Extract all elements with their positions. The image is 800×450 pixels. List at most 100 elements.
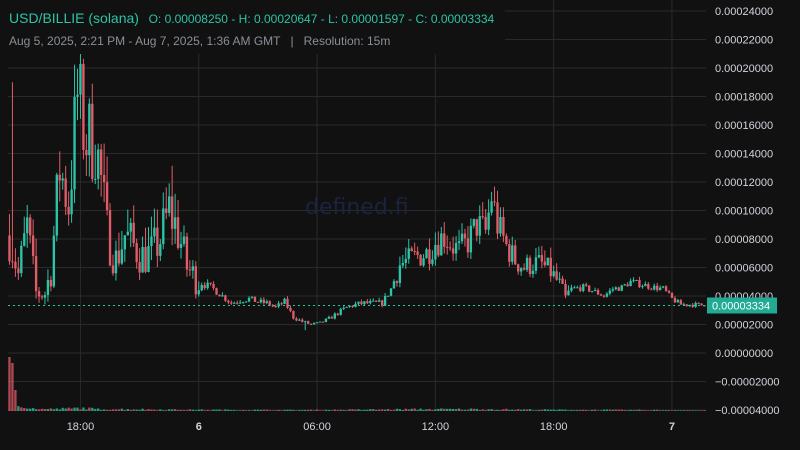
volume-bar [484,410,487,411]
volume-bar [336,410,339,411]
volume-bar [611,409,615,411]
time-tick-label: 18:00 [540,421,568,433]
candle-body [88,103,91,156]
candle-body [283,298,286,304]
candle-body [460,233,464,242]
candles[interactable] [8,41,706,331]
volume-bar [389,410,393,411]
candle-body [354,303,357,307]
volume-bar [372,409,375,411]
volume-bar [540,409,544,411]
volume-bar [200,409,203,411]
volume-bar [64,408,67,411]
volume-bar [46,409,50,411]
volume-bar [383,409,387,411]
volume-bar [123,410,127,411]
volume-bar [434,409,437,411]
price-tick-label: 0.00010000 [715,206,773,218]
volume-bar [422,409,425,411]
candle-body [61,178,64,181]
volume-bar [653,409,656,411]
volume-bar [241,409,245,411]
candle-body [517,264,520,272]
candle-body [123,235,127,250]
candle-body [576,287,579,289]
candle-body [626,284,629,287]
volume-bar [23,408,26,411]
volume-bar [191,409,195,411]
candle-body [593,290,597,292]
candle-body [537,255,541,258]
candle-body [188,269,192,271]
candle-body [446,246,449,248]
candle-body [694,302,697,307]
candle-body [670,292,674,298]
candle-body [519,268,523,272]
volume-bar [593,409,597,411]
price-tick-label: 0.00000000 [715,348,773,360]
volume-bar [197,409,200,411]
volume-bar [401,410,405,411]
candle-body [34,256,38,292]
volume-bar [17,406,20,411]
candle-body [224,295,227,301]
candle-body [170,196,174,229]
volume-bar [150,409,153,411]
candle-body [614,287,617,290]
volume-bar [11,363,14,411]
volume-bar [454,409,458,411]
volume-bar [321,410,325,411]
candle-body [203,284,206,289]
volume-bar [307,409,310,411]
volume-bar [552,409,555,411]
volume-bar [26,408,29,411]
candle-body [82,63,85,150]
volume-bar [165,410,168,411]
candle-body [502,217,505,236]
candle-body [635,280,638,282]
volume-bar [173,409,177,411]
volume-bar [582,409,585,411]
volume-bar [478,410,481,411]
volume-bar [156,410,159,411]
candle-body [244,301,248,303]
candle-body [336,313,339,315]
volume-bar [407,409,410,411]
candle-body [691,304,694,307]
time-axis[interactable]: 18:00 6 06:00 12:00 18:00 7 [67,421,675,433]
volume-bar [451,408,455,411]
candle-body [419,254,422,266]
candle-body [233,302,236,304]
candle-body [437,244,440,256]
volume-bar [304,409,307,411]
candle-body [327,316,331,319]
volume-bar [28,408,32,411]
candle-body [230,302,233,304]
candle-body [555,271,558,280]
volume-bar [256,409,260,411]
low-value: L: 0.00001597 [328,12,405,26]
volume-bar [667,410,671,411]
candle-body [37,291,41,297]
candle-body [259,299,263,303]
volume-bar [212,409,215,411]
volume-bar [244,410,248,411]
volume-bar [564,409,567,411]
volume-bar [676,410,680,411]
candle-body [221,295,224,297]
candle-body [546,257,549,266]
candle-body [395,281,399,283]
volume-bar [31,408,35,411]
price-axis[interactable]: 0.00024000 0.00022000 0.00020000 0.00018000… [715,6,780,417]
candle-body [14,261,17,269]
candle-body [466,238,470,253]
candle-body [191,266,195,271]
candle-body [638,280,641,288]
time-tick-label: 12:00 [422,421,450,433]
candle-body [590,291,594,293]
volume-bar [514,409,517,411]
candle-body [425,249,428,259]
candle-body [301,319,304,322]
